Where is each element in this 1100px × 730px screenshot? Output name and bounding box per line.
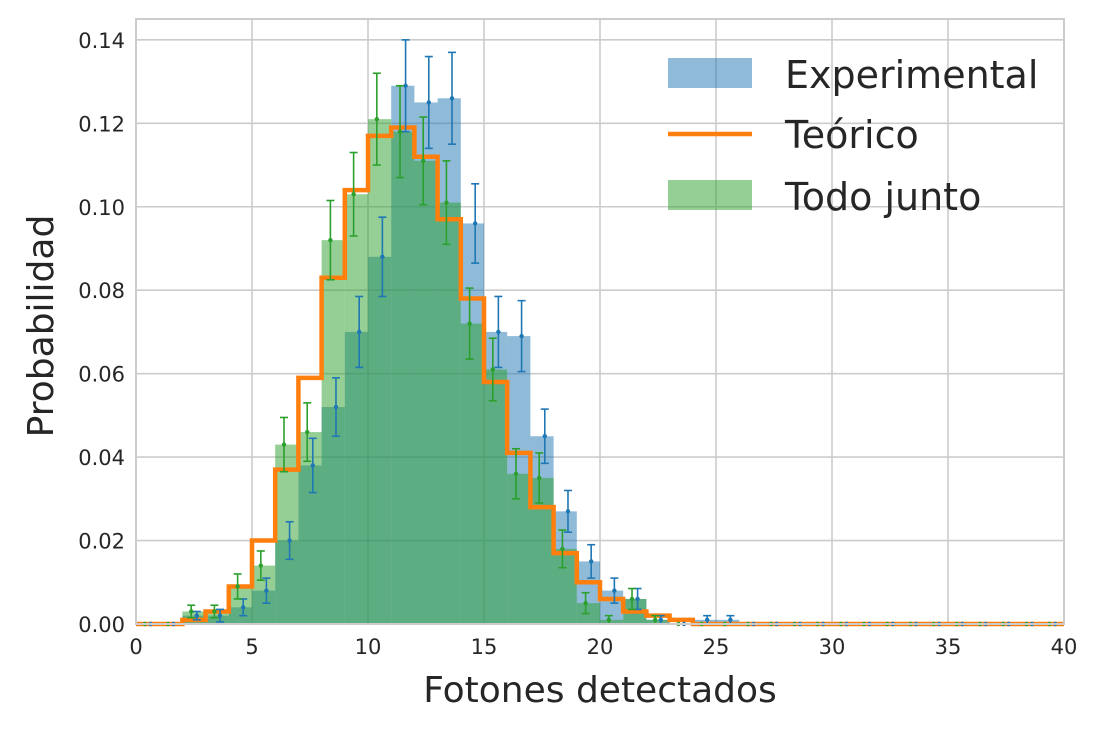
experimental-point	[426, 100, 431, 105]
experimental-point	[612, 588, 617, 593]
x-tick-labels: 0 5 10 15 20 25 30 35 40	[129, 635, 1077, 659]
experimental-point	[588, 559, 594, 564]
x-tick-label: 15	[471, 635, 498, 659]
todo-junto-bar	[460, 323, 484, 624]
experimental-point	[380, 254, 385, 260]
todo-junto-point	[397, 129, 403, 134]
experimental-point	[217, 613, 223, 618]
y-tick-label: 0.12	[78, 112, 125, 136]
experimental-point	[704, 617, 710, 623]
todo-junto-bar	[437, 202, 461, 624]
experimental-point	[542, 434, 547, 439]
todo-junto-error-bars	[142, 72, 1052, 627]
todo-junto-bar	[252, 565, 276, 624]
experimental-point	[310, 463, 315, 468]
y-axis-label: Probabilidad	[21, 215, 62, 438]
experimental-point	[403, 83, 408, 88]
y-tick-label: 0.04	[78, 446, 125, 470]
experimental-point	[496, 329, 501, 335]
todo-junto-bar	[368, 119, 392, 624]
experimental-point	[287, 538, 292, 543]
todo-junto-bar	[228, 586, 252, 624]
todo-junto-bar	[414, 160, 438, 625]
legend-label-todo-junto: Todo junto	[784, 175, 981, 219]
todo-junto-point	[328, 237, 333, 243]
experimental-point	[356, 329, 362, 335]
y-tick-label: 0.02	[78, 530, 125, 554]
y-tick-label: 0.00	[78, 613, 125, 637]
todo-junto-point	[629, 596, 635, 602]
y-tick-label: 0.14	[78, 29, 125, 53]
x-tick-label: 0	[129, 635, 142, 659]
todo-junto-point	[537, 475, 542, 481]
x-tick-label: 25	[703, 635, 730, 659]
experimental-point	[449, 96, 455, 101]
todo-junto-point	[513, 471, 519, 476]
todo-junto-point	[490, 367, 496, 372]
experimental-point	[658, 617, 663, 623]
todo-junto-point	[305, 429, 310, 435]
y-tick-label: 0.10	[78, 196, 125, 220]
todo-junto-bar	[530, 477, 554, 624]
todo-junto-bar	[344, 194, 368, 624]
todo-junto-point	[212, 609, 217, 614]
todo-junto-point	[281, 442, 287, 447]
todo-junto-bar	[484, 369, 508, 624]
x-tick-label: 35	[935, 635, 962, 659]
x-tick-label: 10	[355, 635, 382, 659]
todo-junto-point	[467, 321, 472, 326]
todo-junto-bar	[507, 473, 531, 624]
todo-junto-bar	[600, 619, 624, 624]
legend-label-teorico: Teórico	[784, 113, 919, 157]
experimental-point	[194, 613, 199, 618]
todo-junto-point	[560, 546, 565, 552]
todo-junto-bar	[275, 444, 299, 624]
legend-swatch-todo-junto	[668, 180, 752, 210]
todo-junto-point	[421, 158, 426, 164]
experimental-point	[472, 221, 478, 226]
x-tick-label: 40	[1051, 635, 1078, 659]
experimental-point	[240, 605, 246, 610]
plot-frame	[135, 18, 1065, 625]
experimental-point	[565, 509, 571, 514]
y-tick-labels: 0.00 0.02 0.04 0.06 0.08 0.10 0.12 0.14	[78, 29, 125, 637]
todo-junto-point	[351, 192, 356, 197]
legend-label-experimental: Experimental	[785, 53, 1038, 97]
todo-junto-bar	[321, 240, 345, 624]
x-tick-label: 5	[245, 635, 258, 659]
todo-junto-bar	[646, 619, 670, 624]
x-tick-label: 30	[819, 635, 846, 659]
experimental-point	[635, 596, 640, 602]
x-tick-label: 20	[587, 635, 614, 659]
y-tick-label: 0.08	[78, 279, 125, 303]
y-tick-label: 0.06	[78, 363, 125, 387]
todo-junto-bar	[391, 131, 415, 625]
experimental-point	[519, 333, 524, 339]
todo-junto-point	[583, 600, 588, 606]
todo-junto-point	[606, 617, 612, 623]
experimental-point	[728, 617, 733, 623]
x-axis-label: Fotones detectados	[423, 670, 777, 711]
legend: Experimental Teórico Todo junto	[668, 53, 1038, 219]
legend-swatch-experimental	[668, 58, 752, 88]
experimental-bar	[600, 590, 624, 624]
todo-junto-point	[444, 200, 449, 205]
todo-junto-point	[258, 563, 264, 568]
todo-junto-point	[653, 617, 658, 623]
todo-junto-point	[189, 609, 194, 614]
todo-junto-bar	[553, 548, 577, 624]
todo-junto-bar	[298, 432, 322, 624]
todo-junto-point	[235, 584, 240, 589]
todo-junto-point	[374, 116, 380, 122]
todo-junto-bars	[182, 119, 670, 625]
experimental-point	[333, 404, 339, 410]
experimental-point	[264, 588, 269, 593]
